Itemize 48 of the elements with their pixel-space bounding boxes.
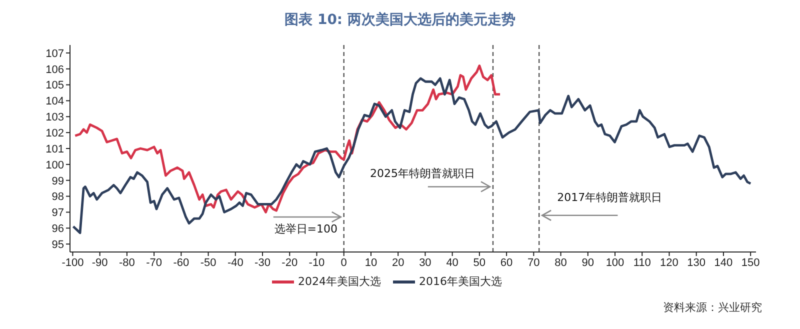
x-tick-label: 60 <box>500 256 513 269</box>
x-tick-label: 110 <box>633 256 651 269</box>
x-tick-label: 20 <box>392 256 404 269</box>
x-tick-label: 30 <box>419 256 432 269</box>
ref-line-label: 2025年特朗普就职日 <box>370 166 475 180</box>
line-series <box>72 77 752 234</box>
y-tick-label: 104 <box>46 96 64 108</box>
x-tick-label: 10 <box>364 256 378 269</box>
x-tick-label: -60 <box>173 256 190 269</box>
annotation: 选举日=100 <box>274 222 338 236</box>
chart-title: 图表 10: 两次美国大选后的美元走势 <box>284 10 516 30</box>
x-tick-label: 90 <box>582 256 594 269</box>
y-tick-label: 98 <box>52 191 64 204</box>
x-tick-label: 100 <box>606 256 624 269</box>
y-tick-label: 100 <box>46 159 64 172</box>
x-tick-label: 40 <box>446 256 458 269</box>
x-tick-label: 80 <box>554 256 567 269</box>
y-tick-label: 97 <box>52 207 64 220</box>
x-tick-label: 0 <box>340 256 347 269</box>
line-series <box>74 64 502 214</box>
x-tick-label: -10 <box>308 256 325 269</box>
y-tick-label: 107 <box>46 48 64 60</box>
x-tick-label: -90 <box>92 256 108 269</box>
x-tick-label: -70 <box>146 256 162 269</box>
x-tick-label: -20 <box>282 256 298 269</box>
x-tick-label: 140 <box>714 256 733 269</box>
x-tick-label: -40 <box>227 256 244 269</box>
y-tick-label: 103 <box>46 112 64 124</box>
x-tick-label: 70 <box>528 256 540 269</box>
text: 资料来源：兴业研究 <box>662 300 763 315</box>
legend-label: 2024年美国大选 <box>297 274 381 289</box>
y-tick-label: 102 <box>46 127 64 140</box>
x-tick-label: -50 <box>200 256 216 269</box>
x-tick-label: -30 <box>254 256 270 269</box>
y-tick-label: 101 <box>46 143 64 156</box>
y-tick-label: 105 <box>46 80 64 92</box>
ref-line-label: 2017年特朗普就职日 <box>557 190 662 204</box>
legend-label: 2016年美国大选 <box>418 274 502 289</box>
y-tick-label: 96 <box>52 223 64 236</box>
y-tick-label: 106 <box>46 64 64 76</box>
y-tick-label: 95 <box>52 238 64 251</box>
x-tick-label: -100 <box>62 256 84 269</box>
x-tick-label: 50 <box>473 256 486 269</box>
x-tick-label: -80 <box>118 256 135 269</box>
y-tick-label: 99 <box>52 175 64 188</box>
x-tick-label: 150 <box>741 256 760 269</box>
x-tick-label: 120 <box>660 256 678 269</box>
x-tick-label: 130 <box>687 256 706 269</box>
